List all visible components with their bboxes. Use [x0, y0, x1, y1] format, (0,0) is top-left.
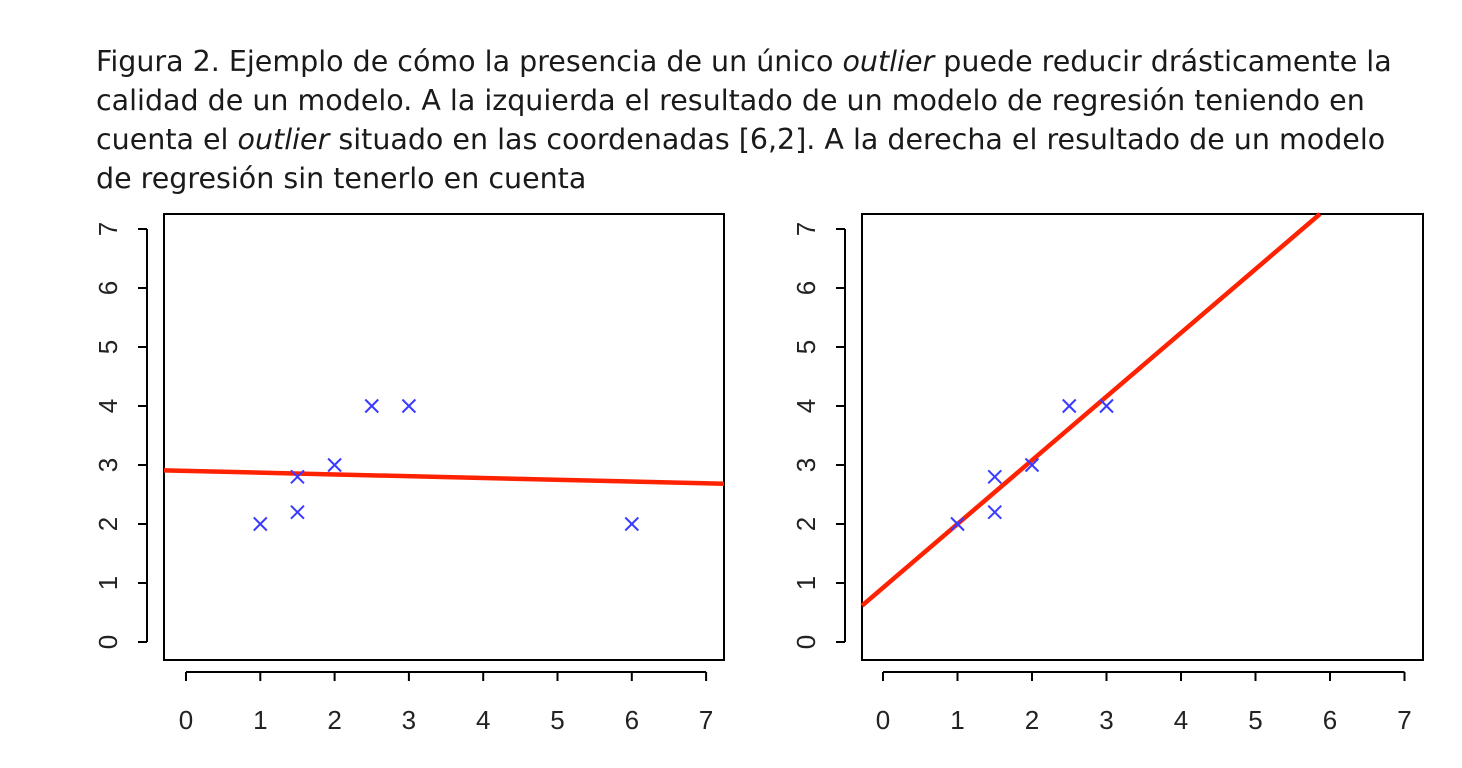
y-tick-label: 6: [93, 281, 123, 295]
chart-right-without-outlier: 0 1 2 3 4 5 6 7 0 1 2 3 4 5 6 7: [791, 212, 1424, 735]
caption-part-2: puede reducir drásticamente la calidad d…: [96, 45, 1392, 156]
y-tick-label: 4: [93, 399, 123, 413]
caption-italic-outlier-2: outlier: [237, 123, 330, 156]
data-point: [1024, 457, 1040, 473]
data-point: [987, 504, 1002, 520]
y-tick-label: 7: [791, 222, 821, 236]
caption-part-3: situado en las coordenadas [6,2]. A la d…: [96, 123, 1386, 195]
data-point: [1062, 398, 1077, 414]
chart-left-with-outlier: 0 1 2 3 4 5 6 7 0 1 2 3 4 5 6 7: [93, 213, 725, 735]
x-tick-label: 4: [476, 705, 490, 735]
y-tick-label: 0: [791, 635, 821, 649]
y-tick-label: 6: [791, 281, 821, 295]
y-tick-label: 0: [93, 635, 123, 649]
data-point: [401, 398, 417, 414]
x-tick-label: 3: [1099, 705, 1113, 735]
x-tick-label: 2: [1025, 705, 1039, 735]
data-point: [290, 504, 305, 520]
x-tick-label: 6: [1323, 705, 1337, 735]
x-tick-label: 7: [1397, 705, 1411, 735]
regression-line: [163, 468, 725, 486]
plot-frame: [861, 213, 1424, 661]
x-tick-label: 5: [550, 705, 564, 735]
data-point: [987, 469, 1002, 485]
y-tick-label: 7: [93, 222, 123, 236]
y-tick-label: 1: [791, 576, 821, 590]
data-point: [253, 516, 268, 532]
data-point: [624, 516, 640, 532]
x-tick-label: 0: [876, 705, 890, 735]
plot-frame: [163, 213, 725, 661]
data-point: [950, 516, 965, 532]
figure-caption: Figura 2. Ejemplo de cómo la presencia d…: [96, 42, 1416, 198]
x-tick-label: 7: [699, 705, 713, 735]
y-tick-label: 5: [791, 340, 821, 354]
x-tick-label: 5: [1248, 705, 1262, 735]
x-tick-label: 6: [625, 705, 639, 735]
x-tick-label: 3: [402, 705, 416, 735]
x-tick-label: 4: [1174, 705, 1188, 735]
data-point: [327, 457, 342, 473]
data-point: [364, 398, 379, 414]
x-tick-label: 1: [253, 705, 267, 735]
data-point: [290, 469, 305, 485]
y-tick-label: 3: [93, 458, 123, 472]
y-tick-label: 3: [791, 458, 821, 472]
y-tick-label: 4: [791, 399, 821, 413]
y-tick-label: 5: [93, 340, 123, 354]
y-tick-label: 2: [93, 517, 123, 531]
regression-line: [860, 212, 1322, 608]
y-tick-label: 1: [93, 576, 123, 590]
x-tick-label: 2: [327, 705, 341, 735]
caption-part-1: Figura 2. Ejemplo de cómo la presencia d…: [96, 45, 843, 78]
data-point: [1099, 398, 1114, 414]
x-tick-label: 0: [179, 705, 193, 735]
x-tick-label: 1: [950, 705, 964, 735]
caption-italic-outlier-1: outlier: [842, 45, 935, 78]
y-tick-label: 2: [791, 517, 821, 531]
